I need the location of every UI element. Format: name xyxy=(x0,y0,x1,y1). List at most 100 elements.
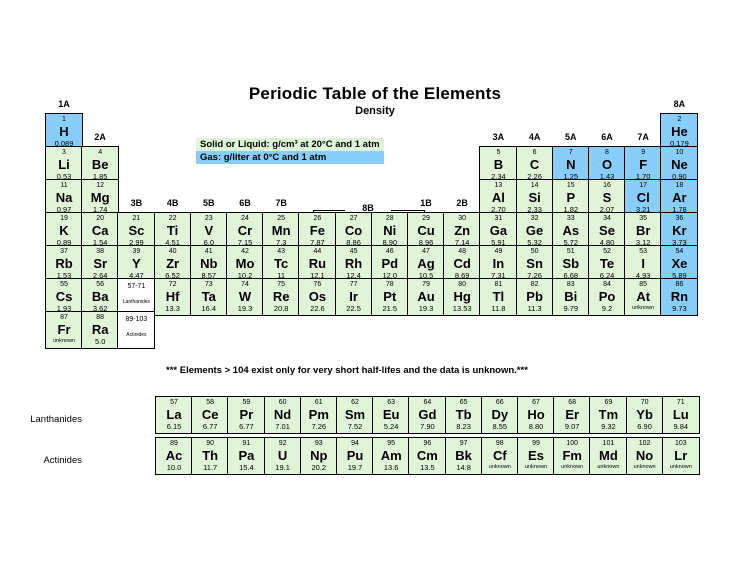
element-cell-ga[interactable]: 31 Ga 5.91 xyxy=(479,212,518,250)
legend: Solid or Liquid: g/cm³ at 20°C and 1 atm… xyxy=(196,138,384,164)
element-symbol: Np xyxy=(310,448,328,463)
element-symbol: Cu xyxy=(417,223,435,238)
element-cell-ac[interactable]: 89 Ac 10.0 xyxy=(155,437,193,475)
element-cell-np[interactable]: 93 Np 20.2 xyxy=(299,437,338,475)
element-density: 7.14 xyxy=(454,238,470,247)
element-cell-au[interactable]: 79 Au 19.3 xyxy=(407,278,445,316)
element-cell-kr[interactable]: 36 Kr 3.73 xyxy=(660,212,699,250)
element-cell-sb[interactable]: 51 Sb 6.68 xyxy=(551,245,590,283)
range-cell-lanthanides[interactable]: 57-71 Lanthanides xyxy=(117,278,156,316)
element-cell-ge[interactable]: 32 Ge 5.32 xyxy=(515,212,554,250)
element-cell-tl[interactable]: 81 Tl 11.8 xyxy=(479,278,518,316)
element-cell-am[interactable]: 95 Am 13.6 xyxy=(372,437,411,475)
element-cell-w[interactable]: 74 W 19.3 xyxy=(226,278,264,316)
element-cell-pb[interactable]: 82 Pb 11.3 xyxy=(515,278,554,316)
element-cell-lr[interactable]: 103 Lr unknown xyxy=(661,437,700,475)
element-cell-p[interactable]: 15 P 1.82 xyxy=(551,179,590,217)
element-cell-os[interactable]: 76 Os 22.6 xyxy=(298,278,337,316)
element-cell-at[interactable]: 85 At unknown xyxy=(624,278,663,316)
atomic-number: 79 xyxy=(422,281,430,288)
element-cell-he[interactable]: 2 He 0.179 xyxy=(660,113,699,151)
range-cell-actinides[interactable]: 89-103 Actinides xyxy=(117,311,156,349)
element-cell-dy[interactable]: 66 Dy 8.55 xyxy=(480,396,519,434)
group-header-5b: 5B xyxy=(203,198,215,208)
element-cell-cf[interactable]: 98 Cf unknown xyxy=(480,437,519,475)
element-cell-sc[interactable]: 21 Sc 2.99 xyxy=(117,212,156,250)
element-cell-pr[interactable]: 59 Pr 6.77 xyxy=(227,396,266,434)
element-cell-li[interactable]: 3 Li 0.53 xyxy=(45,146,83,184)
element-symbol: Ac xyxy=(165,448,183,463)
element-symbol: Si xyxy=(528,190,541,205)
element-cell-cu[interactable]: 29 Cu 8.96 xyxy=(407,212,445,250)
element-cell-cd[interactable]: 48 Cd 8.69 xyxy=(443,245,482,283)
element-cell-yb[interactable]: 70 Yb 6.90 xyxy=(625,396,664,434)
element-cell-tm[interactable]: 69 Tm 9.32 xyxy=(589,396,628,434)
element-cell-ta[interactable]: 73 Ta 16.4 xyxy=(189,278,228,316)
element-cell-ra[interactable]: 88 Ra 5.0 xyxy=(81,311,120,349)
element-density: 8.80 xyxy=(528,422,544,431)
element-cell-be[interactable]: 4 Be 1.85 xyxy=(81,146,120,184)
element-cell-gd[interactable]: 64 Gd 7.90 xyxy=(408,396,447,434)
element-symbol: Li xyxy=(58,157,70,172)
element-cell-er[interactable]: 68 Er 9.07 xyxy=(553,396,592,434)
element-cell-b[interactable]: 5 B 2.34 xyxy=(479,146,518,184)
element-cell-cm[interactable]: 96 Cm 13.5 xyxy=(408,437,447,475)
element-cell-pm[interactable]: 61 Pm 7.26 xyxy=(299,396,338,434)
element-cell-ir[interactable]: 77 Ir 22.5 xyxy=(334,278,373,316)
element-cell-la[interactable]: 57 La 6.15 xyxy=(155,396,193,434)
element-cell-re[interactable]: 75 Re 20.8 xyxy=(262,278,301,316)
element-cell-h[interactable]: 1 H 0.089 xyxy=(45,113,83,151)
element-density: 19.7 xyxy=(347,463,363,472)
element-cell-ba[interactable]: 56 Ba 3.62 xyxy=(81,278,120,316)
element-cell-c[interactable]: 6 C 2.26 xyxy=(515,146,554,184)
atomic-number: 65 xyxy=(459,399,468,406)
element-cell-eu[interactable]: 63 Eu 5.24 xyxy=(372,396,411,434)
element-cell-cl[interactable]: 17 Cl 3.21 xyxy=(624,179,663,217)
element-cell-bk[interactable]: 97 Bk 14.8 xyxy=(444,437,483,475)
element-cell-bi[interactable]: 83 Bi 9.79 xyxy=(551,278,590,316)
element-symbol: B xyxy=(493,157,504,172)
element-cell-na[interactable]: 11 Na 0.97 xyxy=(45,179,83,217)
element-density: 6.24 xyxy=(599,271,615,280)
element-cell-th[interactable]: 90 Th 11.7 xyxy=(191,437,230,475)
element-cell-sm[interactable]: 62 Sm 7.52 xyxy=(336,396,374,434)
element-cell-pt[interactable]: 78 Pt 21.5 xyxy=(370,278,409,316)
element-cell-pu[interactable]: 94 Pu 19.7 xyxy=(336,437,374,475)
element-cell-lu[interactable]: 71 Lu 9.84 xyxy=(661,396,700,434)
element-cell-no[interactable]: 102 No unknown xyxy=(625,437,664,475)
element-cell-pa[interactable]: 91 Pa 15.4 xyxy=(227,437,266,475)
element-cell-br[interactable]: 35 Br 3.12 xyxy=(624,212,663,250)
element-cell-ho[interactable]: 67 Ho 8.80 xyxy=(517,396,555,434)
element-cell-k[interactable]: 19 K 0.89 xyxy=(45,212,83,250)
element-cell-u[interactable]: 92 U 19.1 xyxy=(263,437,302,475)
element-cell-es[interactable]: 99 Es unknown xyxy=(517,437,555,475)
element-cell-co[interactable]: 27 Co 8.86 xyxy=(334,212,373,250)
element-density: 7.3 xyxy=(275,238,287,247)
element-cell-md[interactable]: 101 Md unknown xyxy=(589,437,628,475)
element-cell-fr[interactable]: 87 Fr unknown xyxy=(45,311,83,349)
group-header-1a: 1A xyxy=(58,99,70,109)
element-cell-al[interactable]: 13 Al 2.70 xyxy=(479,179,518,217)
atomic-number: 59 xyxy=(242,399,251,406)
element-cell-hf[interactable]: 72 Hf 13.3 xyxy=(153,278,192,316)
element-cell-f[interactable]: 9 F 1.70 xyxy=(624,146,663,184)
element-cell-i[interactable]: 53 I 4.93 xyxy=(624,245,663,283)
element-cell-hg[interactable]: 80 Hg 13.53 xyxy=(443,278,482,316)
element-cell-xe[interactable]: 54 Xe 5.89 xyxy=(660,245,699,283)
atomic-number-range: 57-71 xyxy=(127,283,146,290)
element-cell-mo[interactable]: 42 Mo 10.2 xyxy=(226,245,264,283)
element-cell-tb[interactable]: 65 Tb 8.23 xyxy=(444,396,483,434)
element-cell-fm[interactable]: 100 Fm unknown xyxy=(553,437,592,475)
element-cell-ce[interactable]: 58 Ce 6.77 xyxy=(191,396,230,434)
element-density: 1.85 xyxy=(92,172,108,181)
atomic-number: 17 xyxy=(639,182,648,189)
element-cell-s[interactable]: 16 S 2.07 xyxy=(588,179,626,217)
element-cell-rn[interactable]: 86 Rn 9.73 xyxy=(660,278,699,316)
element-cell-po[interactable]: 84 Po 9.2 xyxy=(588,278,626,316)
element-cell-rh[interactable]: 45 Rh 12.4 xyxy=(334,245,373,283)
element-cell-cs[interactable]: 55 Cs 1.93 xyxy=(45,278,83,316)
element-symbol: Tl xyxy=(492,289,505,304)
element-cell-as[interactable]: 33 As 5.72 xyxy=(551,212,590,250)
element-cell-nd[interactable]: 60 Nd 7.01 xyxy=(263,396,302,434)
group-header-8b: 8B xyxy=(345,203,391,213)
